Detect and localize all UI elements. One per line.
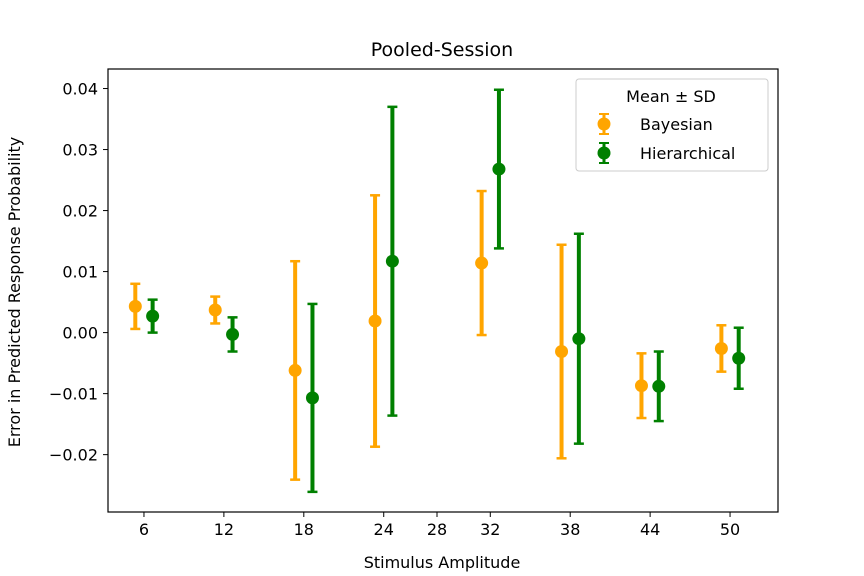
y-tick-label: −0.01 [49,385,98,404]
x-tick-label: 50 [720,520,740,539]
legend: Mean ± SD Bayesian Hierarchical [575,78,769,172]
plot-series [128,88,746,494]
y-tick-label: 0.01 [62,263,98,282]
legend-entries: Bayesian Hierarchical [597,113,735,164]
mean-point [492,162,506,176]
mean-point [475,256,489,270]
x-tick-label: 38 [560,520,580,539]
y-tick-label: 0.02 [62,202,98,221]
mean-point [146,309,160,323]
y-tick-label: 0.04 [62,80,98,99]
legend-entry-bayesian: Bayesian [597,113,713,135]
legend-label: Hierarchical [640,144,735,163]
x-axis-ticks: 6 12 18 24 28 32 38 44 50 [139,512,740,539]
x-tick-label: 6 [139,520,149,539]
mean-point [128,299,142,313]
mean-point [226,327,240,341]
y-tick-label: −0.02 [49,446,98,465]
legend-label: Bayesian [640,115,713,134]
y-axis-label: Error in Predicted Response Probability [5,137,24,447]
legend-title: Mean ± SD [626,87,716,106]
x-tick-label: 32 [480,520,500,539]
series-hierarchical [146,88,746,494]
chart-title: Pooled-Session [371,39,513,61]
mean-point [385,254,399,268]
mean-point [572,332,586,346]
y-tick-label: 0.03 [62,141,98,160]
x-tick-label: 44 [640,520,660,539]
plot-frame [107,68,779,513]
mean-point [288,363,302,377]
mean-point [305,391,319,405]
x-tick-label: 24 [374,520,394,539]
mean-point [555,345,569,359]
mean-point [652,379,666,393]
mean-point [714,341,728,355]
y-axis-ticks: −0.02 −0.01 0.00 0.01 0.02 0.03 0.04 [49,80,108,465]
x-tick-label: 18 [294,520,314,539]
mean-point [732,351,746,365]
x-axis-label: Stimulus Amplitude [364,553,521,572]
legend-entry-hierarchical: Hierarchical [597,142,735,164]
mean-point [634,379,648,393]
series-bayesian [128,189,728,481]
legend-marker [597,117,611,131]
legend-marker [597,146,611,160]
mean-point [208,303,222,317]
mean-point [368,314,382,328]
x-tick-label: 12 [214,520,234,539]
y-tick-label: 0.00 [62,324,98,343]
legend-box [575,78,769,172]
x-tick-label: 28 [427,520,447,539]
